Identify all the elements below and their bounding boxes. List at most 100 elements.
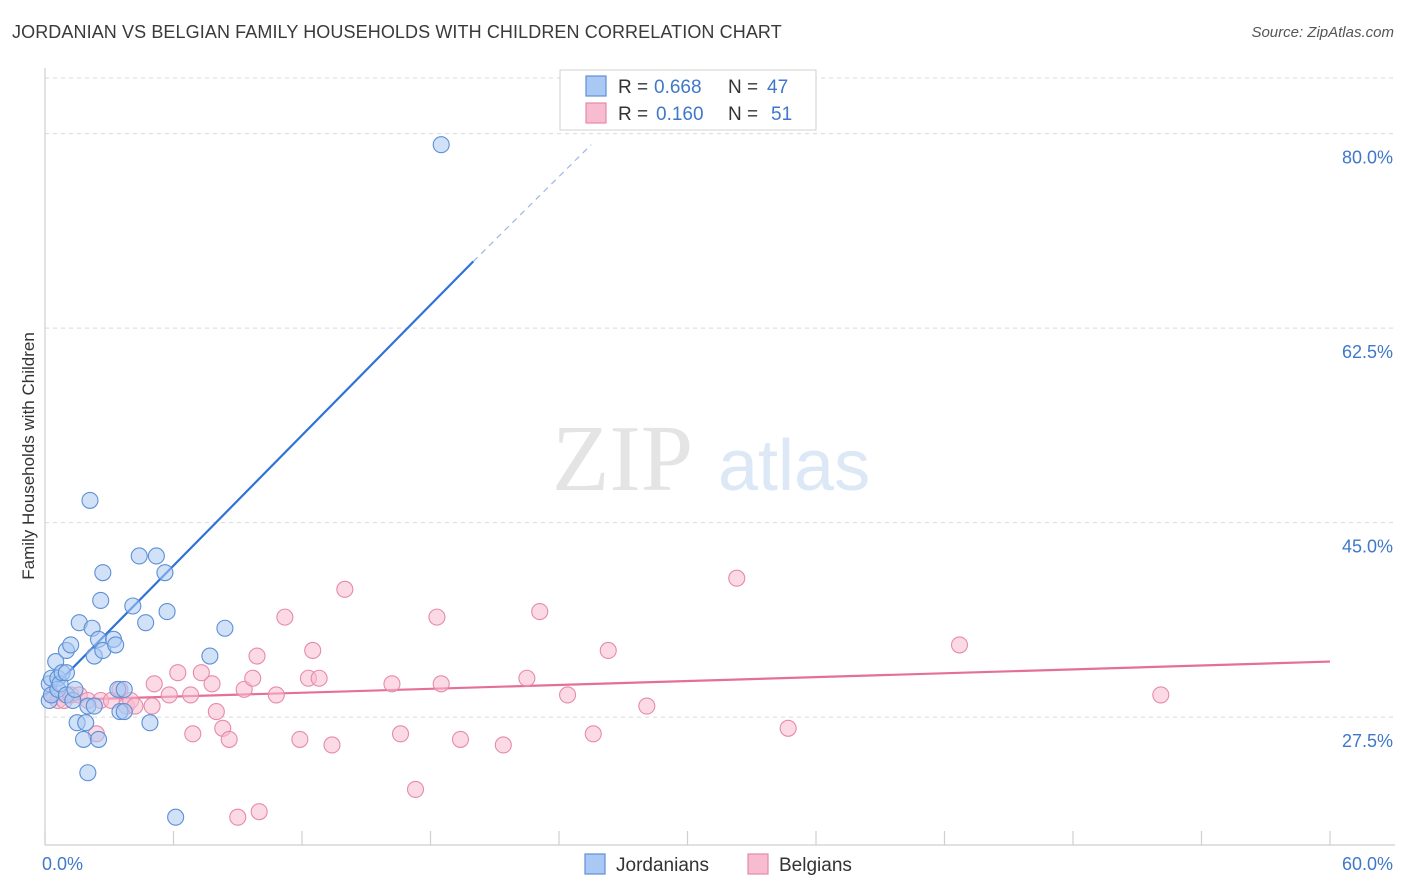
belgian-point: [599, 641, 617, 660]
jordanian-point: [201, 647, 219, 665]
jordanian-point: [75, 730, 93, 748]
x-tick-label: 60.0%: [1342, 854, 1393, 874]
jordanian-point: [137, 614, 155, 632]
legend-r-value-jordanians: 0.668: [654, 77, 702, 98]
jordanian-point: [147, 547, 165, 565]
chart-title: JORDANIAN VS BELGIAN FAMILY HOUSEHOLDS W…: [12, 22, 782, 42]
belgian-point: [391, 725, 410, 743]
jordanian-point: [89, 730, 108, 748]
y-axis-label: Family Households with Children: [19, 332, 38, 580]
jordanian-point: [81, 491, 99, 509]
watermark-atlas: atlas: [718, 426, 870, 506]
watermark-zip: ZIP: [552, 407, 693, 511]
grid-lines: [45, 77, 1395, 718]
legend-r-value-belgians: 0.160: [656, 104, 704, 125]
legend-n-value-jordanians: 47: [767, 77, 788, 98]
legend-r-label-jordanians: R =: [618, 77, 648, 98]
belgian-point: [950, 636, 969, 654]
jordanians-points: [40, 136, 450, 826]
belgian-point: [192, 664, 210, 682]
jordanian-point: [92, 591, 110, 609]
x-tick-labels: 0.0% 60.0%: [42, 854, 1393, 874]
legend-r-label-belgians: R =: [618, 104, 648, 125]
belgian-point: [220, 730, 238, 748]
belgian-point: [559, 686, 577, 704]
belgian-point: [728, 569, 746, 587]
belgian-point: [304, 641, 322, 660]
legend-n-label-jordanians: N =: [728, 77, 758, 98]
belgian-point: [531, 603, 549, 621]
bottom-legend-jordanians: Jordanians: [616, 855, 709, 876]
belgian-point: [494, 736, 512, 754]
belgian-point: [250, 803, 268, 821]
stats-legend: R = 0.668 N = 47 R = 0.160 N = 51: [559, 69, 817, 131]
legend-swatch-belgians: [585, 102, 607, 124]
jordanian-point: [62, 636, 80, 654]
belgian-point: [229, 808, 247, 826]
jordanian-point: [130, 547, 148, 565]
watermark: ZIP atlas: [552, 407, 870, 511]
trend-lines: [44, 144, 1331, 702]
belgian-point: [184, 725, 202, 743]
y-tick-label: 27.5%: [1342, 731, 1393, 751]
y-tick-label: 45.0%: [1342, 537, 1393, 557]
jordanian-point: [115, 680, 133, 698]
source-label: Source: ZipAtlas.com: [1251, 24, 1394, 41]
jordanian-point: [79, 764, 97, 782]
belgian-point: [584, 725, 602, 743]
belgian-point: [451, 730, 470, 748]
jordanian-point: [94, 564, 112, 582]
belgian-point: [432, 675, 450, 693]
belgian-point: [291, 730, 309, 748]
belgian-point: [383, 675, 401, 693]
belgian-point: [182, 686, 200, 704]
jordanian-point: [216, 619, 234, 637]
belgian-point: [638, 697, 656, 715]
jordanian-point: [141, 714, 159, 732]
belgian-point: [406, 780, 425, 798]
jordanians-trend-extension: [472, 144, 592, 262]
jordanian-point: [66, 680, 84, 698]
bottom-legend-swatch-belgians: [747, 853, 769, 875]
jordanian-point: [156, 564, 174, 582]
bottom-legend-belgians: Belgians: [779, 855, 852, 876]
belgian-point: [267, 686, 285, 704]
legend-n-value-belgians: 51: [771, 104, 792, 125]
jordanian-point: [115, 703, 133, 721]
belgian-point: [244, 669, 262, 687]
belgian-point: [336, 580, 354, 598]
jordanian-point: [167, 808, 185, 826]
jordanian-point: [432, 136, 450, 154]
belgian-point: [145, 675, 163, 693]
series-legend: Jordanians Belgians: [584, 853, 852, 876]
belgian-point: [203, 675, 221, 693]
belgian-point: [1152, 686, 1170, 704]
belgian-point: [518, 669, 536, 687]
belgian-point: [779, 719, 797, 737]
y-tick-label: 80.0%: [1342, 148, 1393, 168]
bottom-legend-swatch-jordanians: [584, 853, 606, 875]
jordanian-point: [158, 603, 176, 621]
jordanian-point: [85, 697, 103, 715]
legend-swatch-jordanians: [585, 75, 607, 97]
y-tick-label: 62.5%: [1342, 342, 1393, 362]
belgian-point: [310, 669, 328, 687]
y-tick-labels: 27.5% 45.0% 62.5% 80.0%: [1342, 148, 1393, 752]
belgian-point: [143, 697, 161, 715]
belgians-trend-line: [44, 660, 1331, 702]
belgian-point: [276, 608, 294, 626]
belgian-point: [428, 608, 446, 626]
x-tick-label: 0.0%: [42, 854, 83, 874]
jordanian-point: [77, 714, 95, 732]
belgians-points: [42, 569, 1170, 826]
belgian-point: [323, 736, 341, 754]
belgian-point: [207, 703, 225, 721]
belgian-point: [160, 686, 178, 704]
jordanians-trend-line: [44, 260, 475, 697]
axes: [44, 68, 1395, 846]
jordanian-point: [57, 664, 75, 682]
belgian-point: [169, 664, 187, 682]
jordanian-point: [124, 597, 142, 615]
jordanian-point: [107, 636, 125, 654]
